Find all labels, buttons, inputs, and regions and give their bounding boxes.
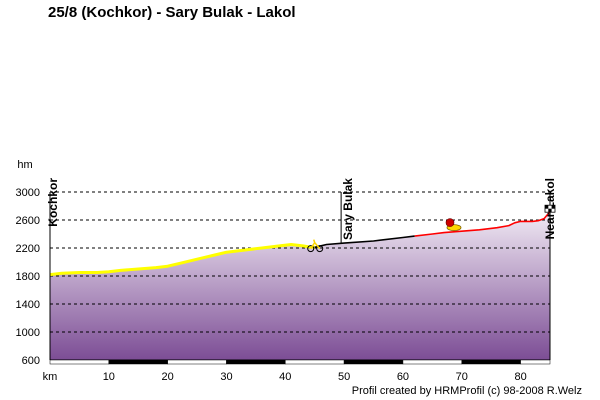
place-label: Sary Bulak bbox=[341, 178, 355, 240]
flag-check bbox=[545, 205, 549, 209]
axis-band-segment bbox=[49, 359, 110, 365]
bicycle-marker bbox=[307, 239, 324, 253]
x-tick-label: 60 bbox=[397, 371, 409, 383]
elevation-area-fill bbox=[50, 211, 550, 360]
food-marker bbox=[445, 218, 462, 232]
y-tick-label: 2600 bbox=[16, 215, 40, 227]
axis-band-segment bbox=[226, 359, 286, 365]
y-tick-label: 3000 bbox=[16, 187, 40, 199]
axis-band-segment bbox=[343, 359, 404, 365]
axis-band-segment bbox=[108, 359, 168, 365]
axis-band-segment bbox=[285, 359, 345, 365]
bicycle-wheel bbox=[307, 245, 315, 253]
axis-band-segment bbox=[461, 359, 521, 365]
credit-text: Profil created by HRMProfil (c) 98-2008 … bbox=[351, 385, 582, 397]
x-tick-label: 10 bbox=[103, 371, 115, 383]
y-tick-label: 1000 bbox=[16, 327, 40, 339]
profile-segment-1 bbox=[49, 243, 315, 277]
y-tick-label: 600 bbox=[22, 355, 40, 367]
y-tick-label: 1800 bbox=[16, 271, 40, 283]
y-tick-label: 2200 bbox=[16, 243, 40, 255]
y-axis-label: hm bbox=[17, 159, 32, 171]
x-tick-label: 40 bbox=[279, 371, 291, 383]
place-label: Kochkor bbox=[46, 178, 60, 227]
x-tick-label: 70 bbox=[456, 371, 468, 383]
x-tick-label: 20 bbox=[162, 371, 174, 383]
profile-segment-2 bbox=[314, 235, 415, 249]
profile-segment-3 bbox=[414, 211, 551, 237]
x-tick-label: 50 bbox=[338, 371, 350, 383]
flag-check bbox=[548, 208, 552, 213]
finish-flag-marker bbox=[544, 204, 556, 213]
axis-band-segment bbox=[520, 359, 551, 365]
bicycle-frame bbox=[310, 239, 321, 250]
bicycle-wheel bbox=[316, 245, 324, 253]
chart-title: 25/8 (Kochkor) - Sary Bulak - Lakol bbox=[48, 4, 296, 21]
food-item bbox=[445, 218, 455, 227]
x-tick-label: 30 bbox=[220, 371, 232, 383]
x-axis-label: km bbox=[43, 371, 58, 383]
y-tick-label: 1400 bbox=[16, 299, 40, 311]
flag-check bbox=[551, 205, 555, 209]
axis-band-segment bbox=[167, 359, 227, 365]
x-tick-label: 80 bbox=[514, 371, 526, 383]
axis-band-segment bbox=[402, 359, 463, 365]
